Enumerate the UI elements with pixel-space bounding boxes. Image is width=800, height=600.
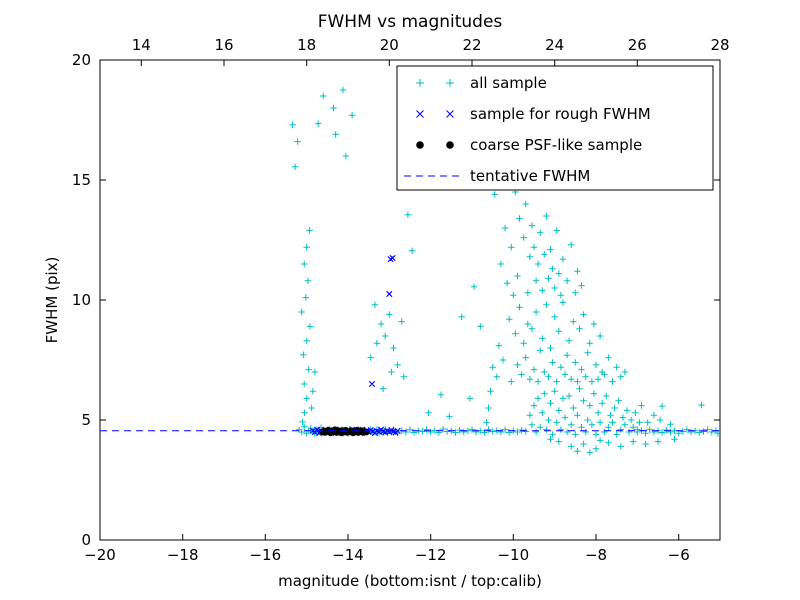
y-tick-label: 15 [72, 171, 91, 189]
x-axis-label: magnitude (bottom:isnt / top:calib) [278, 572, 542, 590]
legend-label-tentative-fwhm: tentative FWHM [470, 167, 590, 185]
legend-x-marker [416, 110, 424, 118]
x-tick-label-top: 28 [710, 36, 729, 54]
legend-plus-marker [416, 79, 424, 87]
y-tick-label: 5 [81, 411, 91, 429]
y-axis-label: FWHM (pix) [43, 257, 61, 344]
axis-ticks: −20 −18 −16 −14 −12 −10 −8 −6 14 16 18 20 22 24 26 28 0 5… [72, 36, 730, 564]
x-tick-label-bottom: −20 [84, 546, 116, 564]
x-tick-label-top: 26 [628, 36, 647, 54]
legend-plus-marker [446, 79, 454, 87]
x-tick-label-bottom: −16 [249, 546, 281, 564]
x-tick-label-bottom: −10 [497, 546, 529, 564]
y-tick-label: 20 [72, 51, 91, 69]
legend-label-rough-fwhm: sample for rough FWHM [470, 105, 651, 123]
chart-graphics: −20 −18 −16 −14 −12 −10 −8 −6 14 16 18 20 22 24 26 28 0 5… [72, 36, 730, 564]
x-tick-label-bottom: −12 [415, 546, 447, 564]
psf-like-point [363, 428, 370, 436]
legend-dot-marker [446, 141, 454, 149]
legend-label-all-sample: all sample [470, 74, 547, 92]
x-tick-label-bottom: −6 [668, 546, 690, 564]
legend-label-psf-like: coarse PSF-like sample [470, 136, 642, 154]
x-tick-label-top: 16 [214, 36, 233, 54]
chart-title: FWHM vs magnitudes [318, 12, 503, 32]
x-tick-label-top: 20 [380, 36, 399, 54]
legend-x-marker [446, 110, 454, 118]
x-tick-label-bottom: −18 [167, 546, 199, 564]
x-tick-label-bottom: −8 [585, 546, 607, 564]
x-tick-label-top: 18 [297, 36, 316, 54]
legend-dot-marker [416, 141, 424, 149]
x-tick-label-top: 14 [132, 36, 151, 54]
y-tick-label: 0 [81, 531, 91, 549]
y-tick-label: 10 [72, 291, 91, 309]
x-tick-label-bottom: −14 [332, 546, 364, 564]
x-tick-label-top: 24 [545, 36, 564, 54]
x-tick-label-top: 22 [462, 36, 481, 54]
